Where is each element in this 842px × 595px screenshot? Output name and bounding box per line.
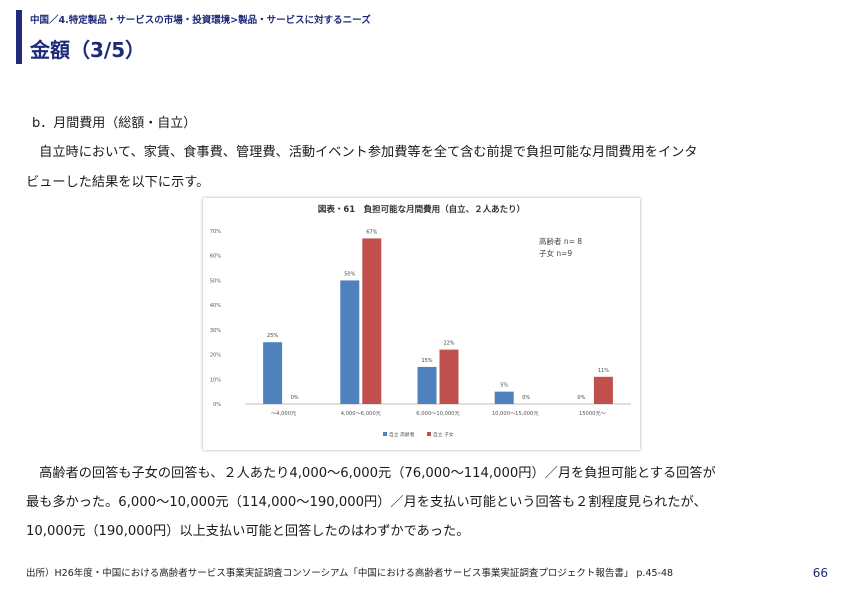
bar-data-label: 5% — [500, 383, 508, 389]
legend-label: 自立 高齢者 — [389, 431, 415, 438]
bar — [417, 366, 437, 404]
intro-line: ビューした結果を以下に示す。 — [26, 175, 210, 190]
y-tick-label: 10% — [210, 377, 221, 383]
chart-title: 図表・61 負担可能な月間費用（自立、２人あたり） — [318, 204, 525, 215]
y-tick-label: 60% — [210, 254, 221, 260]
chart-panel: 図表・61 負担可能な月間費用（自立、２人あたり） 0% 10% 20% 30% 40% 5… — [203, 198, 640, 450]
section-heading: b．月間費用（総額・自立） — [32, 116, 197, 131]
bar — [340, 280, 360, 404]
bar-data-label: 0% — [577, 395, 585, 401]
bar-data-label: 15% — [421, 358, 432, 364]
bar — [593, 376, 613, 404]
conclusion-line: 高齢者の回答も子女の回答も、２人あたり4,000～6,000元（76,000～1… — [26, 466, 716, 481]
sample-size-annotation: 子女 n=9 — [539, 248, 572, 258]
header-accent-bar — [16, 10, 22, 64]
conclusion-line: 最も多かった。6,000～10,000元（114,000～190,000円）／月… — [26, 495, 707, 510]
bar — [263, 342, 283, 404]
bar-data-label: 50% — [344, 271, 355, 277]
x-tick-label: 10,000～15,000元 — [492, 410, 539, 417]
x-tick-label: 15000元～ — [579, 410, 606, 417]
bar-chart: 図表・61 負担可能な月間費用（自立、２人あたり） 0% 10% 20% 30% 40% 5… — [210, 204, 631, 438]
breadcrumb: 中国／4.特定製品・サービスの市場・投資環境>製品・サービスに対するニーズ — [30, 15, 371, 26]
legend-swatch — [427, 432, 431, 436]
x-tick-label: ～4,000元 — [271, 410, 296, 417]
bar-data-label: 22% — [443, 341, 454, 347]
conclusion-line: 10,000元（190,000円）以上支払い可能と回答したのはわずかであった。 — [26, 524, 470, 539]
bar-data-label: 11% — [598, 368, 609, 374]
intro-text: 自立時において、家賃、食事費、管理費、活動イベント参加費等を全て含む前提で負担可… — [26, 138, 816, 198]
y-tick-label: 0% — [213, 402, 221, 408]
y-tick-label: 50% — [210, 278, 221, 284]
bar-data-label: 0% — [291, 395, 299, 401]
bar-data-label: 0% — [522, 395, 530, 401]
conclusion-text: 高齢者の回答も子女の回答も、２人あたり4,000～6,000元（76,000～1… — [26, 459, 826, 546]
x-tick-label: 4,000～6,000元 — [341, 410, 381, 417]
sample-size-annotation: 高齢者 n= 8 — [539, 236, 582, 246]
legend-label: 自立 子女 — [433, 431, 454, 438]
y-tick-label: 30% — [210, 328, 221, 334]
y-tick-label: 40% — [210, 303, 221, 309]
bar — [439, 349, 459, 404]
bar-data-label: 67% — [366, 229, 377, 235]
x-tick-label: 6,000～10,000元 — [416, 410, 459, 417]
bar — [362, 238, 382, 404]
bar-data-label: 25% — [267, 333, 278, 339]
page-title: 金額（3/5） — [30, 38, 146, 62]
y-tick-label: 20% — [210, 353, 221, 359]
legend-swatch — [383, 432, 387, 436]
y-tick-label: 70% — [210, 229, 221, 235]
page-number: 66 — [812, 566, 828, 580]
bar — [494, 391, 514, 404]
intro-line: 自立時において、家賃、食事費、管理費、活動イベント参加費等を全て含む前提で負担可… — [26, 145, 698, 160]
source-citation: 出所）H26年度・中国における高齢者サービス事業実証調査コンソーシアム「中国にお… — [26, 568, 674, 579]
